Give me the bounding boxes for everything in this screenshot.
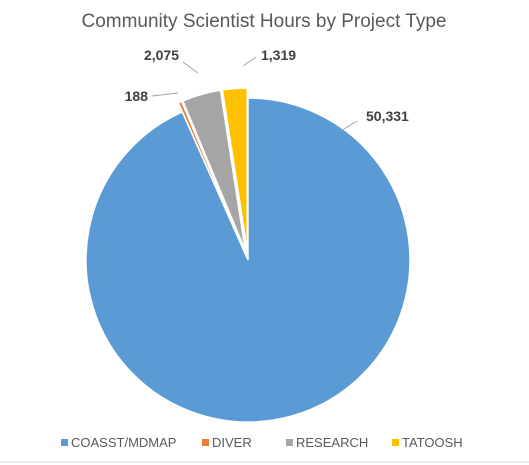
legend-label-research: RESEARCH (296, 435, 368, 450)
legend-item-research: RESEARCH (286, 435, 368, 450)
data-label-tatoosh: 1,319 (261, 47, 296, 63)
data-label-research: 2,075 (144, 47, 179, 63)
pie-slice-coasst-mdmap (85, 97, 411, 423)
leader-line-diver (151, 92, 179, 97)
pie-slice-tatoosh (221, 87, 248, 251)
legend-swatch-research (286, 439, 293, 446)
legend-label-coasst-mdmap: COASST/MDMAP (71, 435, 176, 450)
legend-item-tatoosh: TATOOSH (392, 435, 463, 450)
leader-line-research (182, 61, 199, 74)
legend-swatch-coasst-mdmap (61, 439, 68, 446)
data-label-coasst-mdmap: 50,331 (366, 108, 409, 124)
legend-item-coasst-mdmap: COASST/MDMAP (61, 435, 176, 450)
data-label-leaders (151, 56, 358, 132)
legend-item-diver: DIVER (202, 435, 252, 450)
chart-title: Community Scientist Hours by Project Typ… (81, 11, 446, 32)
data-labels: 50,331 188 2,075 1,319 (125, 47, 409, 124)
legend-label-diver: DIVER (212, 435, 252, 450)
pie-slice-diver (177, 100, 245, 252)
legend-swatch-diver (202, 439, 209, 446)
leader-line-coasst-mdmap (340, 120, 358, 132)
data-label-diver: 188 (125, 88, 149, 104)
legend-swatch-tatoosh (392, 439, 399, 446)
pie-slices (85, 87, 411, 423)
legend: COASST/MDMAP DIVER RESEARCH TATOOSH (61, 435, 463, 450)
leader-line-tatoosh (242, 56, 257, 67)
pie-slice-research (181, 89, 247, 251)
legend-label-tatoosh: TATOOSH (402, 435, 463, 450)
